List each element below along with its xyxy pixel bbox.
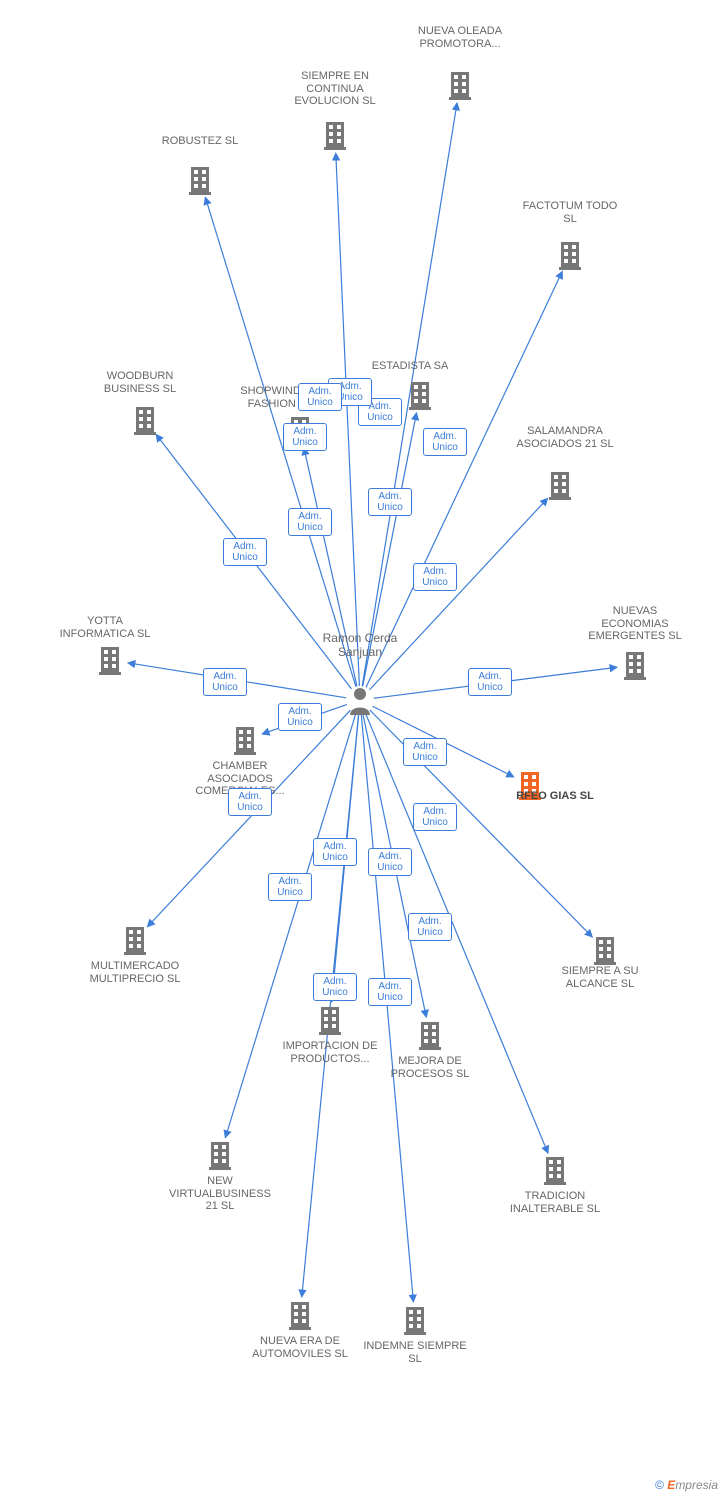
edge-role-label: Adm. Unico xyxy=(228,788,272,816)
building-icon[interactable] xyxy=(517,770,543,800)
edge-role-label: Adm. Unico xyxy=(408,913,452,941)
building-icon[interactable] xyxy=(542,1155,568,1185)
building-icon[interactable] xyxy=(447,70,473,100)
edge-role-label: Adm. Unico xyxy=(403,738,447,766)
edge xyxy=(370,498,548,690)
building-icon[interactable] xyxy=(232,725,258,755)
edge-role-label: Adm. Unico xyxy=(423,428,467,456)
building-icon[interactable] xyxy=(322,120,348,150)
edge-role-label: Adm. Unico xyxy=(413,563,457,591)
building-icon[interactable] xyxy=(402,1305,428,1335)
edge-role-label: Adm. Unico xyxy=(283,423,327,451)
building-icon[interactable] xyxy=(547,470,573,500)
center-node-label: Ramon Cerda Sanjuan xyxy=(320,632,400,660)
edge-role-label: Adm. Unico xyxy=(298,383,342,411)
edge xyxy=(361,714,413,1302)
building-icon[interactable] xyxy=(187,165,213,195)
edge-role-label: Adm. Unico xyxy=(278,703,322,731)
edge-role-label: Adm. Unico xyxy=(313,838,357,866)
edge-role-label: Adm. Unico xyxy=(368,488,412,516)
building-icon[interactable] xyxy=(132,405,158,435)
building-icon[interactable] xyxy=(207,1140,233,1170)
edge-role-label: Adm. Unico xyxy=(203,668,247,696)
building-icon[interactable] xyxy=(122,925,148,955)
edge xyxy=(205,197,356,686)
building-icon[interactable] xyxy=(592,935,618,965)
footer-copyright: © Empresia xyxy=(655,1478,718,1492)
edge-role-label: Adm. Unico xyxy=(268,873,312,901)
copyright-symbol: © xyxy=(655,1478,664,1492)
building-icon[interactable] xyxy=(407,380,433,410)
edge-role-label: Adm. Unico xyxy=(313,973,357,1001)
building-icon[interactable] xyxy=(97,645,123,675)
building-icon[interactable] xyxy=(287,1300,313,1330)
edge-role-label: Adm. Unico xyxy=(368,848,412,876)
building-icon[interactable] xyxy=(557,240,583,270)
edge-role-label: Adm. Unico xyxy=(223,538,267,566)
network-graph xyxy=(0,0,728,1500)
edge xyxy=(225,713,356,1137)
person-icon[interactable] xyxy=(347,685,373,715)
edge-role-label: Adm. Unico xyxy=(368,978,412,1006)
building-icon[interactable] xyxy=(317,1005,343,1035)
building-icon[interactable] xyxy=(622,650,648,680)
edge-role-label: Adm. Unico xyxy=(413,803,457,831)
brand-rest: mpresia xyxy=(675,1478,718,1492)
building-icon[interactable] xyxy=(417,1020,443,1050)
edge-role-label: Adm. Unico xyxy=(468,668,512,696)
edge-role-label: Adm. Unico xyxy=(288,508,332,536)
